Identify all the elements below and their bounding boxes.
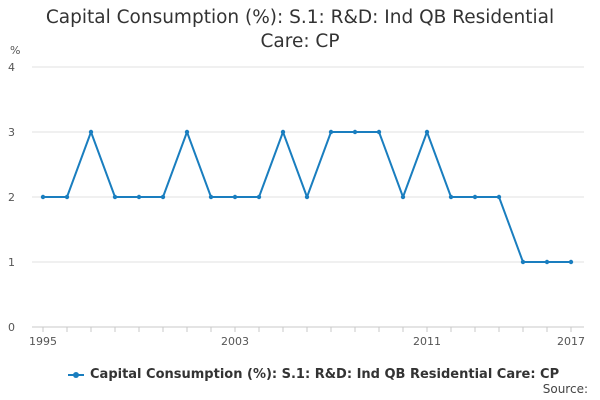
x-tick-label: 2017: [557, 335, 585, 348]
y-axis-ticks: 0 1 2 3 4: [8, 61, 15, 334]
legend-marker-icon: [68, 370, 84, 380]
x-tick-label: 2011: [413, 335, 441, 348]
data-point: [256, 194, 262, 200]
data-point: [88, 129, 94, 135]
data-point: [112, 194, 118, 200]
series-layer: [40, 129, 574, 265]
data-point: [64, 194, 70, 200]
data-point: [400, 194, 406, 200]
data-point: [232, 194, 238, 200]
x-axis: 1995 2003 2011 2017: [29, 326, 585, 348]
gridlines: [32, 66, 584, 263]
data-point: [40, 194, 46, 200]
data-point: [160, 194, 166, 200]
y-tick-label: 2: [8, 191, 15, 204]
data-point: [352, 129, 358, 135]
chart-title-line-2: Care: CP: [260, 31, 340, 52]
x-tick-label: 1995: [29, 335, 57, 348]
y-tick-label: 4: [8, 61, 15, 74]
data-point: [328, 129, 334, 135]
y-axis-unit-label: %: [10, 44, 21, 57]
data-point: [424, 129, 430, 135]
data-point: [304, 194, 310, 200]
y-tick-label: 3: [8, 126, 15, 139]
legend[interactable]: Capital Consumption (%): S.1: R&D: Ind Q…: [68, 367, 559, 382]
legend-label: Capital Consumption (%): S.1: R&D: Ind Q…: [90, 367, 560, 382]
data-point: [544, 259, 550, 265]
data-point: [496, 194, 502, 200]
x-tick-label: 2003: [221, 335, 249, 348]
data-point: [280, 129, 286, 135]
source-label: Source:: [542, 382, 588, 396]
chart-title: Capital Consumption (%): S.1: R&D: Ind Q…: [20, 6, 580, 54]
data-point: [568, 259, 574, 265]
data-point: [136, 194, 142, 200]
data-point: [208, 194, 214, 200]
data-point: [472, 194, 478, 200]
data-point: [520, 259, 526, 265]
y-tick-label: 0: [8, 321, 15, 334]
chart-title-line-1: Capital Consumption (%): S.1: R&D: Ind Q…: [45, 7, 555, 28]
data-point: [376, 129, 382, 135]
data-point: [448, 194, 454, 200]
data-point: [184, 129, 190, 135]
y-tick-label: 1: [8, 256, 15, 269]
